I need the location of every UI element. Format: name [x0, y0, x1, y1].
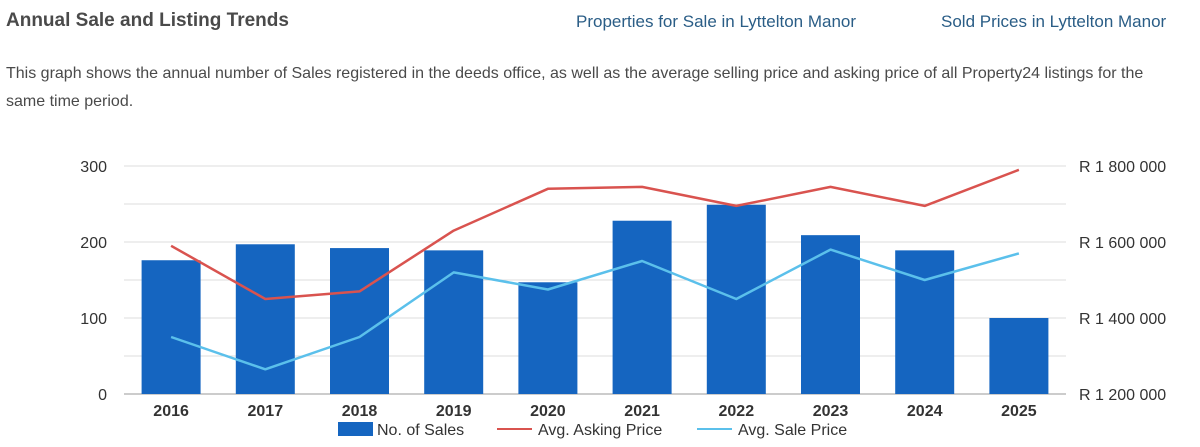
- left-tick-label: 100: [80, 311, 107, 328]
- x-tick-label: 2016: [153, 403, 189, 420]
- x-tick-label: 2024: [907, 403, 943, 420]
- sales-bars: [141, 204, 1049, 394]
- bar-2017: [235, 244, 295, 394]
- right-tick-label: R 1 800 000: [1079, 159, 1166, 176]
- asking-price-line: [170, 168, 1020, 301]
- bar-2016: [141, 260, 201, 394]
- bar-2020: [518, 282, 578, 394]
- left-tick-label: 0: [98, 387, 107, 404]
- sold-prices-link[interactable]: Sold Prices in Lyttelton Manor: [941, 12, 1167, 31]
- price-lines: [170, 168, 1020, 371]
- x-tick-label: 2017: [248, 403, 284, 420]
- page-title: Annual Sale and Listing Trends: [6, 10, 289, 31]
- legend-label-sales: No. of Sales: [377, 422, 464, 439]
- x-tick-label: 2021: [624, 403, 660, 420]
- chart-description: This graph shows the annual number of Sa…: [6, 65, 1144, 110]
- legend-swatch-sales: [338, 422, 373, 436]
- sale-price-line: [170, 248, 1020, 371]
- x-tick-label: 2018: [342, 403, 378, 420]
- bar-2024: [895, 250, 955, 394]
- bar-2025: [989, 318, 1049, 394]
- x-tick-label: 2022: [719, 403, 755, 420]
- legend-label-asking: Avg. Asking Price: [538, 422, 662, 439]
- header: Annual Sale and Listing Trends Propertie…: [0, 0, 1200, 48]
- properties-for-sale-link[interactable]: Properties for Sale in Lyttelton Manor: [576, 12, 857, 31]
- legend: No. of Sales Avg. Asking Price Avg. Sale…: [338, 422, 847, 439]
- right-axis: R 1 200 000 R 1 400 000 R 1 600 000 R 1 800…: [1079, 159, 1166, 404]
- bar-2018: [330, 248, 389, 394]
- x-axis: 2016 2017 2018 2019 2020 2021 2022 2023 2024 2025: [153, 403, 1036, 420]
- right-tick-label: R 1 600 000: [1079, 235, 1166, 252]
- left-axis: 0 100 200 300: [80, 159, 107, 404]
- x-tick-label: 2023: [813, 403, 849, 420]
- bar-2021: [612, 220, 672, 394]
- x-tick-label: 2020: [530, 403, 566, 420]
- trend-chart: 0 100 200 300 R 1 200 000 R 1 400 000 R 1 600…: [80, 159, 1166, 439]
- bar-2023: [801, 235, 860, 394]
- left-tick-label: 300: [80, 159, 107, 176]
- bar-2019: [424, 250, 484, 394]
- right-tick-label: R 1 200 000: [1079, 387, 1166, 404]
- legend-label-sale: Avg. Sale Price: [738, 422, 847, 439]
- right-tick-label: R 1 400 000: [1079, 311, 1166, 328]
- x-tick-label: 2025: [1001, 403, 1037, 420]
- left-tick-label: 200: [80, 235, 107, 252]
- x-tick-label: 2019: [436, 403, 472, 420]
